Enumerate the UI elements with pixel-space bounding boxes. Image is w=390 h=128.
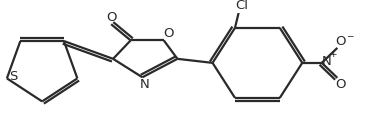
Text: N: N	[322, 55, 332, 68]
Text: +: +	[329, 50, 337, 59]
Text: O: O	[335, 35, 346, 48]
Text: O: O	[106, 11, 116, 24]
Text: O: O	[335, 78, 346, 91]
Text: Cl: Cl	[236, 0, 248, 12]
Text: O: O	[163, 27, 174, 40]
Text: −: −	[346, 32, 353, 41]
Text: S: S	[9, 70, 17, 83]
Text: N: N	[140, 78, 149, 91]
